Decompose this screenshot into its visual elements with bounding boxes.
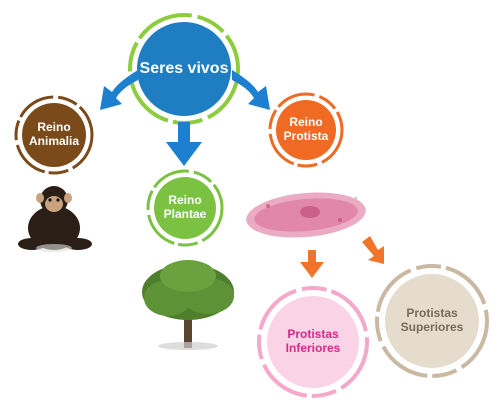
- arrow-to-animalia: [100, 70, 138, 110]
- node-reino-animalia-line2: Animalia: [28, 134, 79, 148]
- node-reino-protista-line2: Protista: [283, 129, 329, 143]
- node-protistas-inferiores: Protistas Inferiores: [268, 297, 358, 387]
- chimpanzee-illustration: [18, 186, 92, 252]
- tree-illustration: [142, 260, 234, 350]
- plantae-outer-ring: [146, 169, 224, 247]
- animalia-disc: [22, 103, 86, 167]
- node-protistas-inferiores-line2: Inferiores: [285, 341, 341, 355]
- node-protistas-inferiores-line1: Protistas: [287, 327, 339, 342]
- arrow-to-inferiores: [300, 250, 324, 278]
- paramecium-illustration: [246, 192, 366, 238]
- node-protistas-superiores-line2: Superiores: [400, 320, 464, 334]
- plantae-disc: [154, 177, 216, 239]
- node-reino-animalia-line1: Reino: [37, 120, 71, 135]
- arrow-to-superiores: [362, 236, 384, 264]
- node-protistas-superiores: Protistas Superiores: [385, 274, 479, 368]
- node-reino-animalia: Reino Animalia: [22, 103, 86, 167]
- arrow-to-protista: [232, 70, 270, 110]
- node-reino-protista: Reino Protista: [276, 100, 336, 160]
- inferiores-disc: [267, 296, 359, 388]
- seres-vivos-mid-ring: [133, 18, 235, 120]
- inferiores-outer-ring: [257, 286, 369, 398]
- node-reino-plantae-line1: Reino: [168, 193, 202, 208]
- animalia-outer-ring: [14, 95, 94, 175]
- node-reino-plantae-line2: Plantae: [163, 207, 207, 221]
- protista-outer-ring: [268, 92, 344, 168]
- seres-vivos-disc: [137, 22, 231, 116]
- node-seres-vivos: Seres vivos: [137, 22, 231, 116]
- node-protistas-superiores-line1: Protistas: [406, 306, 458, 321]
- node-reino-protista-line1: Reino: [289, 115, 323, 130]
- node-seres-vivos-label: Seres vivos: [139, 59, 229, 77]
- node-reino-plantae: Reino Plantae: [155, 178, 215, 238]
- protista-disc: [276, 100, 336, 160]
- superiores-outer-ring: [375, 264, 489, 378]
- arrow-to-plantae: [166, 122, 202, 166]
- superiores-disc: [385, 274, 479, 368]
